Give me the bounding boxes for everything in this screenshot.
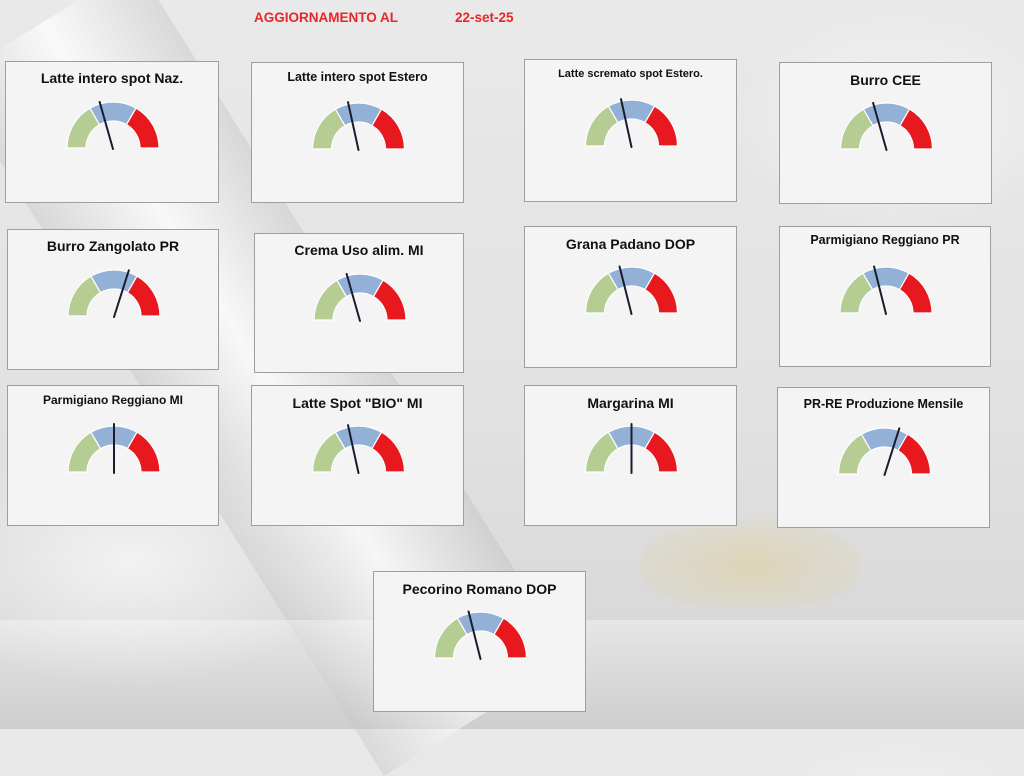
gauge-chart [311, 424, 406, 474]
gauge-chart [839, 265, 933, 315]
gauge-needle [618, 265, 633, 315]
gauge-segment-red [899, 108, 934, 150]
gauge-segment-red [125, 107, 160, 149]
gauge-title: Margarina MI [587, 395, 674, 411]
gauge-segment-red [371, 108, 406, 150]
gauge-chart [66, 100, 160, 150]
gauge-needle [98, 100, 114, 150]
gauge-card: Parmigiano Reggiano MI [7, 385, 219, 526]
gauge-needle [873, 265, 887, 315]
gauge-chart [584, 98, 679, 148]
gauge-card: PR-RE Produzione Mensile [777, 387, 990, 528]
gauge-title: Burro CEE [850, 72, 921, 88]
gauge-title: PR-RE Produzione Mensile [803, 397, 964, 411]
gauge-chart [67, 269, 161, 318]
gauge-segment-red [644, 105, 679, 147]
gauge-needle [872, 101, 888, 151]
gauge-chart [433, 610, 528, 660]
update-date: 22-set-25 [455, 10, 514, 25]
gauge-segment-red [493, 617, 528, 659]
gauge-title: Parmigiano Reggiano PR [810, 233, 960, 247]
gauge-needle [347, 424, 360, 474]
gauge-chart [313, 272, 407, 322]
gauge-card: Margarina MI [524, 385, 737, 526]
gauge-segment-red [126, 275, 161, 317]
gauge-title: Grana Padano DOP [565, 236, 696, 252]
gauge-segment-red [897, 433, 932, 475]
update-header: AGGIORNAMENTO AL 22-set-25 [0, 10, 1024, 30]
gauge-segment-red [898, 272, 933, 314]
gauge-chart [584, 265, 679, 315]
gauge-card: Latte Spot "BIO" MI [251, 385, 464, 526]
gauge-card: Latte scremato spot Estero. [524, 59, 737, 202]
gauge-card: Latte intero spot Naz. [5, 61, 219, 203]
gauge-segment-red [644, 272, 679, 314]
gauge-title: Pecorino Romano DOP [402, 581, 557, 597]
gauge-chart [837, 427, 932, 476]
gauge-card: Burro Zangolato PR [7, 229, 219, 370]
gauge-chart [311, 101, 406, 151]
gauge-needle [467, 610, 482, 660]
gauge-card: Pecorino Romano DOP [373, 571, 586, 712]
gauge-chart [67, 423, 161, 474]
gauge-segment-red [371, 431, 406, 473]
gauge-needle [347, 101, 360, 151]
gauge-card: Latte intero spot Estero [251, 62, 464, 203]
gauge-card: Burro CEE [779, 62, 992, 204]
gauge-title: Latte intero spot Naz. [40, 70, 184, 86]
background-butter [640, 520, 860, 610]
gauge-segment-red [644, 431, 679, 473]
gauge-needle [620, 98, 633, 148]
gauge-chart [839, 101, 934, 151]
gauge-needle [113, 269, 130, 318]
gauge-segment-red [126, 431, 161, 473]
gauge-title: Latte scremato spot Estero. [558, 68, 703, 80]
gauge-title: Burro Zangolato PR [46, 238, 180, 254]
gauge-chart [584, 423, 679, 474]
gauge-card: Crema Uso alim. MI [254, 233, 464, 373]
gauge-card: Grana Padano DOP [524, 226, 737, 368]
gauge-needle [883, 427, 901, 476]
update-label: AGGIORNAMENTO AL [254, 10, 398, 25]
gauge-title: Latte Spot "BIO" MI [292, 395, 423, 411]
gauge-card: Parmigiano Reggiano PR [779, 226, 991, 367]
gauge-segment-red [372, 279, 407, 321]
gauge-title: Crema Uso alim. MI [294, 242, 424, 258]
gauge-title: Parmigiano Reggiano MI [42, 393, 183, 407]
gauge-title: Latte intero spot Estero [287, 70, 428, 84]
gauge-needle [345, 272, 361, 322]
